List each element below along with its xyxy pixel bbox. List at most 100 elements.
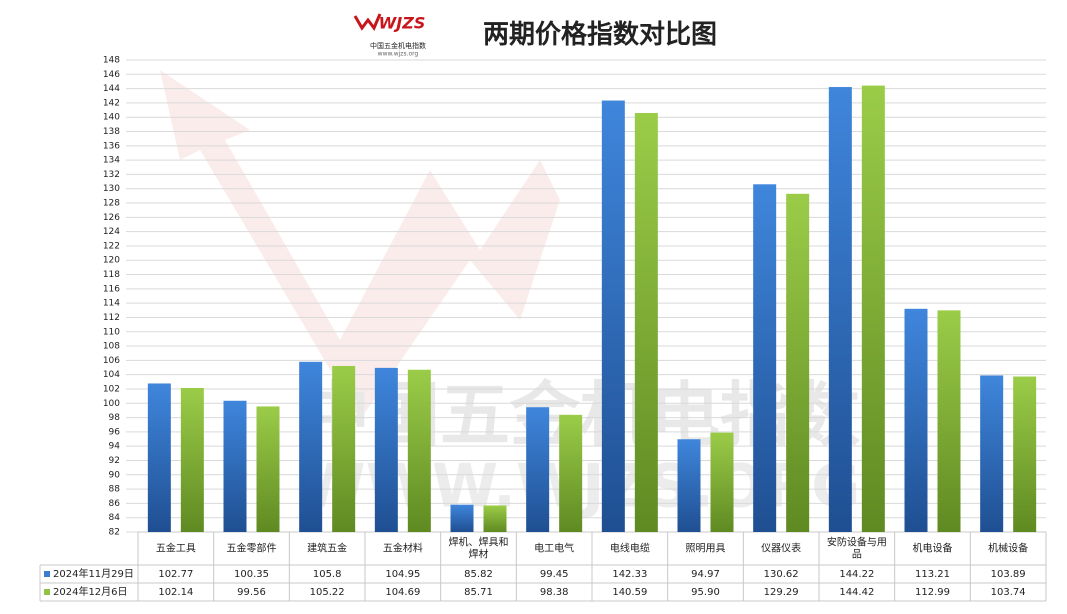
bar	[634, 112, 658, 532]
y-tick-label: 112	[103, 313, 120, 323]
x-tick-label: 机电设备	[913, 542, 953, 555]
legend-swatch	[44, 589, 50, 595]
x-tick-label: 五金零部件	[227, 542, 277, 555]
y-tick-label: 134	[103, 156, 120, 166]
bar	[147, 383, 171, 532]
data-table-value: 102.77	[158, 569, 193, 580]
logo-url: www.wjzs.org	[378, 51, 419, 58]
bar	[526, 407, 550, 532]
y-tick-label: 96	[109, 427, 121, 437]
y-tick-label: 128	[103, 199, 120, 209]
bar	[1013, 376, 1037, 532]
data-table-value: 99.45	[540, 569, 569, 580]
x-tick-label: 安防设备与用品	[827, 536, 887, 561]
y-tick-label: 106	[103, 356, 120, 366]
y-tick-label: 136	[103, 141, 120, 151]
y-tick-label: 110	[103, 327, 120, 337]
x-tick-label: 照明用具	[686, 543, 726, 555]
bar	[904, 308, 928, 532]
x-tick-label: 电工电气	[534, 542, 574, 555]
y-tick-label: 132	[103, 170, 120, 180]
bar	[861, 85, 885, 533]
chart-title: 两期价格指数对比图	[483, 19, 717, 50]
data-table-value: 113.21	[915, 569, 950, 580]
legend-label: 2024年11月29日	[53, 567, 134, 580]
data-table-value: 85.71	[464, 587, 493, 598]
bar	[559, 414, 583, 532]
x-tick-label: 五金材料	[383, 542, 423, 555]
bar	[710, 432, 734, 532]
data-table-value: 140.59	[612, 587, 647, 598]
logo: WJZS 中国五金机电指数 www.wjzs.org	[353, 13, 426, 58]
bar	[483, 505, 507, 532]
bar	[677, 439, 701, 532]
bar	[223, 400, 247, 532]
y-tick-label: 108	[103, 342, 120, 352]
y-tick-label: 148	[103, 56, 120, 66]
data-table-value: 142.33	[612, 569, 647, 580]
data-table-value: 94.97	[691, 569, 720, 580]
data-table-value: 100.35	[234, 569, 269, 580]
y-tick-label: 98	[109, 413, 121, 423]
y-tick-label: 90	[109, 470, 121, 480]
data-table-value: 144.42	[839, 587, 874, 598]
legend-swatch	[44, 571, 50, 577]
y-tick-label: 120	[103, 256, 120, 266]
y-tick-label: 88	[109, 485, 121, 495]
y-tick-label: 84	[109, 513, 121, 523]
data-table-value: 95.90	[691, 587, 720, 598]
bar	[828, 87, 852, 533]
data-table-value: 129.29	[764, 587, 799, 598]
y-tick-label: 102	[103, 384, 120, 394]
y-tick-label: 130	[103, 184, 120, 194]
x-tick-label: 焊机、焊具和焊材	[449, 536, 509, 561]
y-tick-label: 122	[103, 241, 120, 251]
y-tick-label: 142	[103, 98, 120, 108]
bar	[407, 369, 431, 532]
y-tick-label: 124	[103, 227, 120, 237]
x-tick-label: 电线电缆	[610, 542, 650, 555]
x-tick-label: 五金工具	[156, 542, 196, 555]
y-tick-label: 126	[103, 213, 120, 223]
y-tick-label: 94	[109, 442, 121, 452]
bar	[601, 100, 625, 533]
data-table-value: 103.74	[991, 587, 1026, 598]
data-table-value: 144.22	[839, 569, 874, 580]
y-tick-label: 118	[103, 270, 120, 280]
bar	[980, 375, 1004, 532]
logo-mark: WJZS	[379, 14, 426, 33]
x-tick-label: 建筑五金	[307, 542, 347, 555]
x-tick-label: 仪器仪表	[761, 542, 801, 555]
bar	[450, 504, 474, 532]
y-tick-label: 82	[109, 528, 120, 538]
bar	[332, 365, 356, 532]
y-tick-label: 116	[103, 284, 120, 294]
data-table-value: 105.8	[313, 569, 342, 580]
y-tick-label: 144	[103, 84, 120, 94]
y-tick-label: 138	[103, 127, 120, 137]
bar	[374, 367, 398, 532]
data-table-value: 104.95	[385, 569, 420, 580]
data-table-value: 105.22	[310, 587, 345, 598]
bar	[256, 406, 280, 532]
data-table-value: 103.89	[991, 569, 1026, 580]
bar	[180, 387, 204, 532]
x-tick-label: 机械设备	[988, 542, 1028, 555]
y-tick-label: 104	[103, 370, 120, 380]
bar	[937, 310, 961, 532]
bar	[786, 193, 810, 532]
y-tick-label: 92	[109, 456, 120, 466]
bar	[753, 184, 777, 532]
data-table-value: 98.38	[540, 587, 569, 598]
data-table-value: 104.69	[385, 587, 420, 598]
data-table-value: 112.99	[915, 587, 950, 598]
y-tick-label: 86	[109, 499, 121, 509]
y-tick-label: 114	[103, 299, 120, 309]
data-table-value: 102.14	[158, 587, 193, 598]
y-tick-label: 146	[103, 70, 120, 80]
data-table-value: 85.82	[464, 569, 493, 580]
y-tick-label: 100	[103, 399, 120, 409]
data-table-value: 130.62	[764, 569, 799, 580]
bar	[299, 361, 323, 532]
